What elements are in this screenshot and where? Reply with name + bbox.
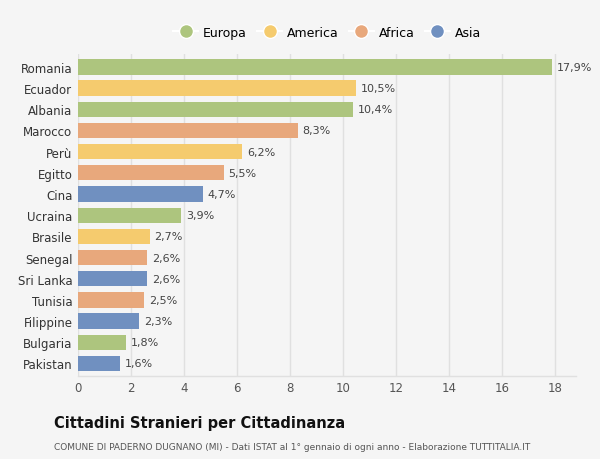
Text: 5,5%: 5,5% [229, 168, 257, 179]
Bar [78, 81, 356, 96]
Text: 3,9%: 3,9% [186, 211, 214, 221]
Bar [78, 314, 139, 329]
Text: 10,5%: 10,5% [361, 84, 396, 94]
Bar [78, 356, 121, 371]
Text: 10,4%: 10,4% [358, 105, 394, 115]
Bar [78, 123, 298, 139]
Bar [78, 60, 552, 75]
Text: 1,8%: 1,8% [130, 337, 158, 347]
Bar [78, 335, 125, 350]
Bar [78, 251, 147, 266]
Bar [78, 293, 144, 308]
Text: 4,7%: 4,7% [207, 190, 236, 200]
Text: Cittadini Stranieri per Cittadinanza: Cittadini Stranieri per Cittadinanza [54, 415, 345, 431]
Text: 17,9%: 17,9% [557, 63, 592, 73]
Text: 2,5%: 2,5% [149, 295, 177, 305]
Text: 6,2%: 6,2% [247, 147, 275, 157]
Bar [78, 166, 224, 181]
Bar [78, 145, 242, 160]
Bar [78, 187, 203, 202]
Bar [78, 272, 147, 287]
Bar [78, 208, 181, 224]
Text: 2,6%: 2,6% [152, 253, 180, 263]
Text: COMUNE DI PADERNO DUGNANO (MI) - Dati ISTAT al 1° gennaio di ogni anno - Elabora: COMUNE DI PADERNO DUGNANO (MI) - Dati IS… [54, 442, 530, 451]
Text: 2,3%: 2,3% [143, 316, 172, 326]
Text: 1,6%: 1,6% [125, 358, 153, 369]
Legend: Europa, America, Africa, Asia: Europa, America, Africa, Asia [169, 23, 485, 43]
Text: 8,3%: 8,3% [302, 126, 331, 136]
Text: 2,6%: 2,6% [152, 274, 180, 284]
Bar [78, 229, 149, 245]
Bar [78, 102, 353, 118]
Text: 2,7%: 2,7% [154, 232, 182, 242]
